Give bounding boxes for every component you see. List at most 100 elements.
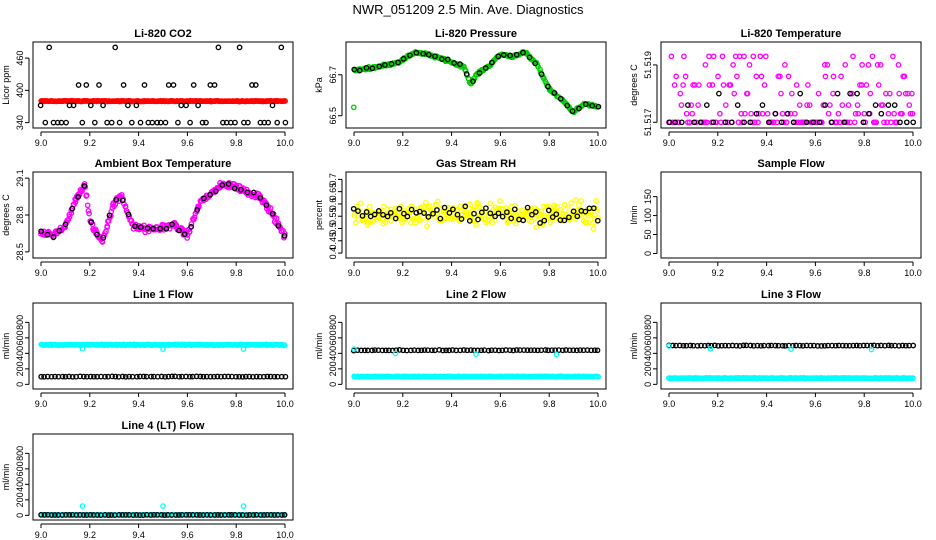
averaged-point: [750, 53, 757, 60]
reference-point: [267, 373, 274, 380]
y-tick-label: 0: [643, 382, 653, 387]
averaged-point: [741, 53, 747, 60]
averaged-point: [842, 62, 849, 68]
standards-point: [212, 188, 219, 195]
standards-point: [478, 209, 485, 216]
high-point: [461, 347, 467, 353]
standards-point: [538, 71, 545, 78]
y-tick-label: 51.517: [643, 109, 653, 137]
averaged-point: [576, 202, 582, 209]
averaged-point: [85, 208, 92, 214]
reference-point: [169, 373, 175, 380]
averaged-point: [675, 119, 682, 126]
x-tick-label: 9.4: [132, 399, 145, 409]
standards-point: [69, 205, 76, 212]
x-tick-label: 9.6: [494, 268, 507, 278]
standards-point: [828, 119, 835, 126]
y-tick-label: 150: [643, 189, 653, 204]
sample-point: [281, 342, 288, 348]
standards-point: [803, 119, 810, 126]
averaged-point: [682, 73, 689, 80]
base-black-point: [87, 512, 94, 518]
standards-point: [88, 219, 95, 226]
data-points: [350, 197, 601, 232]
averaged-point: [83, 192, 90, 199]
high-cyan-point: [553, 351, 560, 358]
x-tick-label: 9.2: [397, 399, 410, 409]
high-point: [577, 347, 583, 353]
y-tick-label: 200: [15, 361, 25, 376]
panel-sample_flow: Sample Flow l/min 9.0 9.2 9.4 9.6 9.8 10.0 0 50 10…: [629, 158, 922, 278]
base-black-point: [122, 512, 129, 518]
averaged-point: [739, 119, 746, 126]
x-tick-label: 9.6: [181, 138, 194, 148]
high-point: [832, 342, 839, 349]
averaged-point: [731, 90, 738, 97]
standards-point: [96, 82, 102, 88]
averaged-point: [491, 217, 498, 223]
standards-point: [350, 205, 357, 212]
x-tick-label: 10.0: [276, 399, 294, 409]
averaged-point: [696, 82, 702, 88]
standards-point: [766, 119, 772, 126]
base-black-point: [172, 512, 179, 518]
base-black-point: [73, 512, 80, 518]
standards-point: [132, 223, 138, 230]
standards-point: [495, 210, 502, 217]
base-black-point: [183, 512, 190, 518]
standards-point: [703, 102, 710, 108]
high-point: [446, 347, 452, 354]
x-tick-label: 10.0: [276, 268, 294, 278]
reference-point: [233, 373, 239, 380]
standards-point: [106, 212, 113, 219]
base-black-point: [215, 512, 221, 518]
y-tick-label: 600: [328, 330, 338, 345]
standards-point: [454, 211, 461, 218]
high-point: [443, 347, 449, 354]
standards-point: [507, 52, 513, 59]
x-tick-label: 9.0: [663, 268, 676, 278]
high-point: [457, 347, 464, 354]
standards-point: [119, 197, 126, 204]
x-tick-label: 10.0: [276, 138, 294, 148]
x-tick-label: 9.4: [445, 268, 458, 278]
base-black-point: [228, 512, 235, 518]
base-black-point: [77, 512, 83, 518]
standards-point: [526, 54, 533, 61]
averaged-point: [706, 82, 713, 88]
averaged-point: [785, 73, 792, 80]
y-tick-label: 400: [643, 346, 653, 361]
x-tick-label: 9.4: [760, 138, 773, 148]
standards-point: [169, 221, 175, 228]
standards-point: [219, 182, 226, 188]
averaged-point: [873, 119, 880, 126]
reference-point: [41, 373, 47, 380]
reference-point: [77, 373, 83, 380]
standards-point: [269, 102, 276, 109]
averaged-point: [779, 110, 786, 117]
x-tick-label: 9.6: [181, 530, 194, 540]
averaged-point: [695, 102, 701, 108]
standards-point: [722, 119, 729, 126]
panel-title: Gas Stream RH: [436, 158, 516, 170]
standards-point: [576, 105, 582, 112]
high-point: [711, 342, 718, 349]
standards-point: [384, 213, 391, 220]
high-point: [747, 342, 754, 349]
standards-point: [44, 231, 51, 238]
panel-title: Ambient Box Temperature: [95, 158, 232, 170]
averaged-point: [885, 110, 892, 117]
standards-point: [734, 102, 741, 108]
high-point: [449, 347, 456, 353]
standards-point: [475, 216, 481, 223]
averaged-point: [818, 119, 825, 126]
y-tick-label: 800: [15, 446, 25, 461]
data-points: [665, 342, 917, 382]
standards-point: [430, 210, 436, 217]
averaged-point: [896, 90, 903, 97]
standards-point: [133, 102, 140, 109]
x-tick-label: 9.8: [543, 138, 556, 148]
averaged-point: [62, 224, 68, 231]
averaged-point: [188, 221, 195, 227]
y-tick-label: 28.8: [15, 206, 25, 224]
